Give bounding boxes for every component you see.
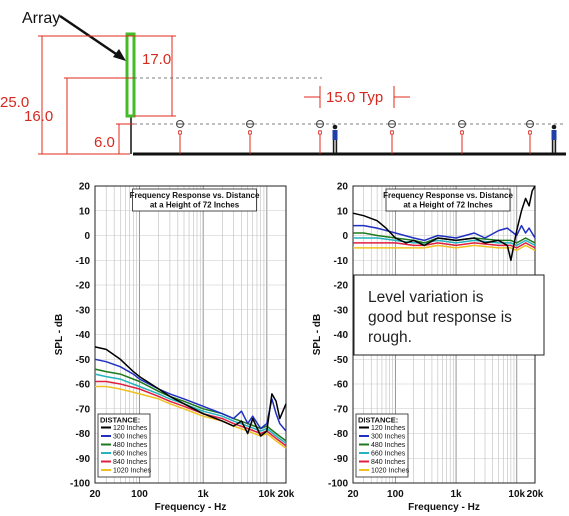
mic-position-marker: [178, 130, 182, 135]
x-tick-label: 20k: [527, 489, 544, 500]
y-tick-label: -20: [76, 281, 91, 292]
series-line: [94, 346, 287, 437]
x-tick-label: 20: [347, 489, 359, 500]
y-tick-label: -90: [334, 454, 349, 465]
y-tick-label: 10: [337, 206, 349, 217]
y-tick-label: -60: [334, 380, 349, 391]
y-tick-label: -10: [334, 256, 349, 267]
legend-entry: 120 Inches: [371, 425, 406, 432]
legend-entry: 1020 Inches: [371, 468, 410, 475]
dim-25-label: 25.0: [0, 94, 29, 111]
x-tick-label: 1k: [198, 489, 210, 500]
chart-title-box: [132, 188, 257, 212]
annotation-line-2: good but response is: [368, 309, 512, 326]
x-tick-label: 10k: [508, 489, 525, 500]
listeners: [332, 124, 557, 153]
chart-subtitle: at a Height of 72 Inches: [403, 201, 493, 210]
x-tick-label: 1k: [451, 489, 463, 500]
legend-title: DISTANCE:: [100, 416, 140, 425]
annotation-line-3: rough.: [368, 329, 412, 346]
listener-icon: [332, 124, 338, 153]
y-tick-label: 0: [84, 231, 90, 242]
y-tick-label: -60: [76, 380, 91, 391]
chart-title: Frequency Response vs. Distance: [383, 191, 513, 200]
legend-entry: 840 Inches: [113, 459, 148, 466]
array-box: [125, 32, 136, 118]
array-arrow: [59, 14, 123, 60]
series-line: [353, 244, 536, 252]
series-group: [352, 185, 536, 262]
series-line: [353, 242, 536, 249]
dim-16-label: 16.0: [24, 108, 53, 125]
mic-position-marker: [390, 130, 394, 135]
y-tick-label: -40: [334, 330, 349, 341]
y-tick-label: -80: [334, 429, 349, 440]
x-tick-label: 20: [89, 489, 101, 500]
y-tick-label: 20: [79, 182, 91, 193]
legend-entry: 1020 Inches: [113, 468, 152, 475]
series-line: [94, 373, 287, 445]
measurement-positions: [176, 120, 534, 154]
mic-position-marker: [248, 130, 252, 135]
y-tick-label: -100: [70, 479, 90, 490]
series-line: [95, 385, 287, 449]
legend-entry: 660 Inches: [371, 451, 406, 458]
y-tick-label: 0: [342, 231, 348, 242]
legend-entry: 660 Inches: [113, 451, 148, 458]
plot-frame: [94, 185, 287, 484]
y-axis-label: SPL - dB: [312, 314, 323, 355]
x-tick-label: 100: [387, 489, 404, 500]
mic-position-marker: [460, 130, 464, 135]
y-tick-label: -30: [334, 305, 349, 316]
chart-title-box: [385, 188, 511, 212]
y-tick-label: 10: [79, 206, 91, 217]
series-line: [94, 368, 287, 442]
y-tick-label: -40: [76, 330, 91, 341]
legend-entry: 300 Inches: [113, 434, 148, 441]
annotation-line-1: Level variation is: [368, 289, 484, 306]
chart-subtitle: at a Height of 72 Inches: [150, 201, 240, 210]
y-tick-label: -30: [76, 305, 91, 316]
array-arrow-head: [113, 49, 126, 61]
legend-entry: 480 Inches: [371, 442, 406, 449]
x-tick-label: 10k: [258, 489, 275, 500]
legend-entry: 300 Inches: [371, 434, 406, 441]
y-tick-label: -90: [76, 454, 91, 465]
y-axis-label: SPL - dB: [54, 314, 65, 355]
typ-label: 15.0 Typ: [326, 89, 383, 106]
mic-position-marker: [528, 130, 532, 135]
listener-icon: [551, 124, 557, 153]
annotation-box: Level variation is good but response is …: [353, 274, 545, 356]
y-tick-label: -20: [334, 281, 349, 292]
legend-entry: 840 Inches: [371, 459, 406, 466]
legend-entry: 480 Inches: [113, 442, 148, 449]
x-axis-label: Frequency - Hz: [408, 502, 480, 513]
y-tick-label: -50: [334, 355, 349, 366]
y-tick-label: -50: [76, 355, 91, 366]
x-tick-label: 100: [131, 489, 148, 500]
series-line: [353, 237, 536, 247]
y-tick-label: -10: [76, 256, 91, 267]
dim-6-label: 6.0: [94, 134, 115, 151]
dim-17-label: 17.0: [142, 51, 171, 68]
y-tick-label: -70: [334, 404, 349, 415]
legend-entry: 120 Inches: [113, 425, 148, 432]
y-tick-label: 20: [337, 182, 349, 193]
y-tick-label: -70: [76, 404, 91, 415]
chart-title: Frequency Response vs. Distance: [130, 191, 260, 200]
elevation-diagram: Array 25.0 16.0 17.0 6.0 15.0 Typ: [0, 10, 566, 156]
series-group: [94, 346, 287, 449]
x-tick-label: 20k: [278, 489, 295, 500]
y-tick-label: -100: [328, 479, 348, 490]
y-tick-label: -80: [76, 429, 91, 440]
series-line: [352, 185, 536, 262]
mic-position-marker: [318, 130, 322, 135]
x-axis-label: Frequency - Hz: [155, 502, 227, 513]
array-label: Array: [22, 10, 60, 27]
legend-title: DISTANCE:: [358, 416, 398, 425]
